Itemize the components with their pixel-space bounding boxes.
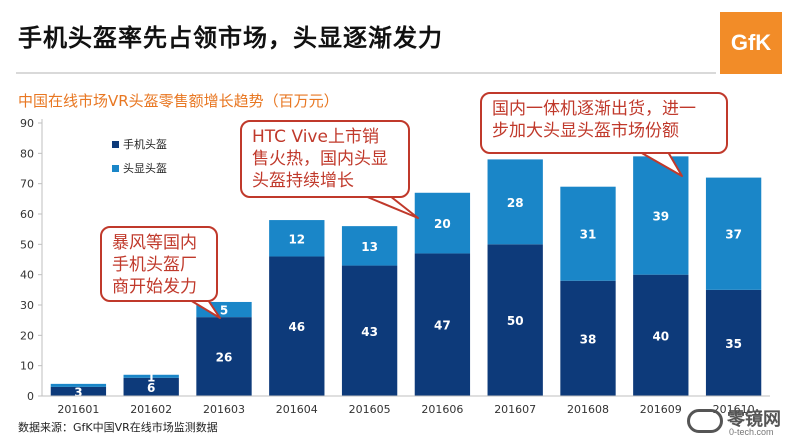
label-phone-201607: 50 bbox=[507, 314, 524, 328]
bar-phone-201609 bbox=[633, 274, 689, 396]
legend-swatch-0 bbox=[112, 141, 119, 148]
x-tick-label-201608: 201608 bbox=[567, 403, 609, 416]
y-tick-label: 0 bbox=[27, 390, 34, 403]
page-title: 手机头盔率先占领市场，头显逐渐发力 bbox=[18, 24, 443, 52]
bar-display-201609 bbox=[633, 156, 689, 275]
label-display-201604: 12 bbox=[288, 232, 305, 246]
bar-display-201604 bbox=[269, 220, 325, 257]
label-phone-201602: 6 bbox=[147, 381, 155, 395]
label-phone-201604: 46 bbox=[288, 320, 305, 334]
bar-display-201605 bbox=[341, 226, 398, 266]
gfk-logo: GfK bbox=[720, 12, 782, 74]
bar-phone-201602 bbox=[123, 377, 179, 396]
label-display-201609: 39 bbox=[652, 210, 669, 224]
watermark-logo-icon bbox=[687, 409, 723, 433]
legend-swatch-1 bbox=[112, 165, 119, 172]
label-display-201608: 31 bbox=[580, 228, 597, 242]
bar-display-201608 bbox=[560, 186, 616, 281]
label-display-201605: 13 bbox=[361, 240, 378, 254]
bar-phone-201604 bbox=[269, 256, 325, 396]
y-tick-label: 80 bbox=[20, 147, 34, 160]
callout-tail-1 bbox=[364, 195, 419, 219]
y-tick-label: 90 bbox=[20, 117, 34, 130]
watermark: 零镜网 0-tech.com bbox=[685, 405, 795, 437]
y-tick-label: 30 bbox=[20, 299, 34, 312]
y-tick-label: 60 bbox=[20, 208, 34, 221]
label-phone-201609: 40 bbox=[652, 329, 669, 343]
callout-all-in-one: 国内一体机逐渐出货，进一 步加大头显头盔市场份额 bbox=[480, 92, 728, 154]
x-tick-label-201606: 201606 bbox=[421, 403, 463, 416]
bar-display-201601 bbox=[50, 383, 107, 387]
bar-phone-201603 bbox=[196, 317, 252, 396]
label-phone-201610: 35 bbox=[725, 337, 742, 351]
label-display-201606: 20 bbox=[434, 217, 451, 231]
title-divider bbox=[16, 72, 716, 74]
bar-display-201607 bbox=[487, 159, 543, 245]
chart-title: 中国在线市场VR头盔零售额增长趋势（百万元） bbox=[18, 92, 339, 110]
label-phone-201608: 38 bbox=[580, 332, 597, 346]
label-phone-201606: 47 bbox=[434, 319, 451, 333]
y-tick-label: 10 bbox=[20, 360, 34, 373]
x-tick-label-201605: 201605 bbox=[349, 403, 391, 416]
label-phone-201605: 43 bbox=[361, 325, 378, 339]
x-tick-label-201602: 201602 bbox=[130, 403, 172, 416]
legend-label-1: 头显头盔 bbox=[123, 161, 167, 175]
watermark-subtext: 0-tech.com bbox=[729, 427, 774, 437]
x-axis: 201601 201602 201603 201604 201605 201606 2016… bbox=[42, 395, 770, 416]
bar-phone-201610 bbox=[705, 289, 762, 396]
bars: 3 61 26 5 46 12 43 13 47 20 50 28 38 31 40 39 35 37 bbox=[50, 156, 762, 399]
bar-phone-201606 bbox=[414, 253, 471, 396]
label-display-201610: 37 bbox=[725, 228, 742, 242]
label-phone-201603: 26 bbox=[216, 351, 233, 365]
bar-display-201606 bbox=[414, 192, 471, 254]
x-tick-label-201609: 201609 bbox=[640, 403, 682, 416]
label-display-201603: 5 bbox=[220, 304, 228, 318]
x-tick-label-201601: 201601 bbox=[57, 403, 99, 416]
y-tick-label: 50 bbox=[20, 238, 34, 251]
bar-display-201610 bbox=[705, 177, 762, 290]
callout-htc-vive: HTC Vive上市销 售火热，国内头显 头盔持续增长 bbox=[240, 120, 410, 198]
y-tick-label: 40 bbox=[20, 269, 34, 282]
x-tick-label-201610: 201610 bbox=[713, 403, 755, 416]
legend-label-0: 手机头盔 bbox=[123, 137, 167, 151]
bar-phone-201605 bbox=[341, 265, 398, 396]
source-note: 数据来源：GfK中国VR在线市场监测数据 bbox=[18, 421, 218, 434]
y-tick-label: 20 bbox=[20, 329, 34, 342]
callout-baofeng: 暴风等国内 手机头盔厂 商开始发力 bbox=[100, 226, 218, 302]
bar-phone-201601 bbox=[50, 386, 107, 396]
x-tick-label-201603: 201603 bbox=[203, 403, 245, 416]
label-display-201602: 1 bbox=[147, 370, 155, 384]
bar-phone-201607 bbox=[487, 244, 543, 396]
y-tick-label: 70 bbox=[20, 178, 34, 191]
label-phone-201601: 3 bbox=[74, 385, 82, 399]
watermark-text: 零镜网 bbox=[727, 409, 781, 430]
x-tick-label-201607: 201607 bbox=[494, 403, 536, 416]
label-display-201607: 28 bbox=[507, 196, 524, 210]
y-axis: 0 10 20 30 40 50 60 70 80 90 bbox=[20, 117, 43, 403]
bar-display-201602 bbox=[123, 374, 179, 378]
bar-phone-201608 bbox=[560, 280, 616, 396]
x-tick-label-201604: 201604 bbox=[276, 403, 318, 416]
